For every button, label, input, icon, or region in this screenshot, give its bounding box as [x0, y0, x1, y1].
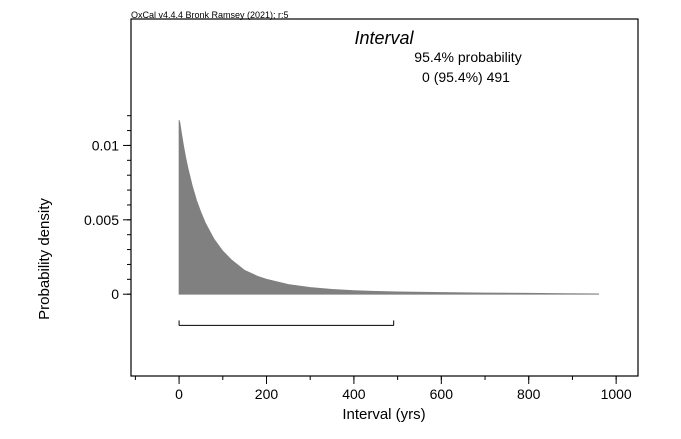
x-tick-label: 600 — [430, 386, 454, 402]
x-tick-label: 200 — [255, 386, 279, 402]
x-tick-label: 1000 — [601, 386, 632, 402]
software-version-label: OxCal v4.4.4 Bronk Ramsey (2021); r:5 — [131, 10, 289, 20]
x-axis-label: Interval (yrs) — [342, 406, 425, 423]
y-tick-label: 0.01 — [92, 137, 119, 153]
probability-distribution — [178, 120, 600, 295]
x-tick-label: 400 — [342, 386, 366, 402]
x-tick-label: 0 — [175, 386, 183, 402]
range-annotation: 0 (95.4%) 491 — [422, 69, 510, 85]
chart-title: Interval — [354, 28, 414, 48]
plot-frame — [130, 18, 639, 377]
x-tick-label: 800 — [517, 386, 541, 402]
probability-annotation: 95.4% probability — [414, 49, 521, 65]
y-axis-label: Probability density — [36, 198, 53, 320]
y-tick-label: 0.005 — [84, 212, 119, 228]
y-tick-label: 0 — [111, 286, 119, 302]
